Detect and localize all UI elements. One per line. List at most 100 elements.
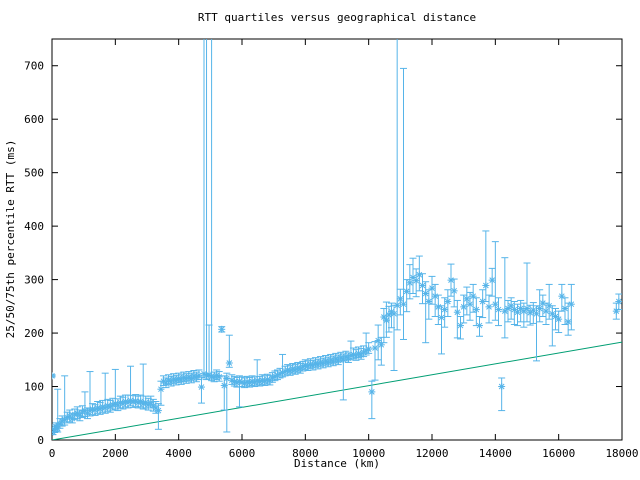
data-point	[434, 294, 442, 326]
data-point	[495, 297, 502, 327]
marker-asterisk	[508, 302, 515, 309]
marker-asterisk	[476, 322, 483, 329]
data-point	[460, 294, 468, 324]
marker-asterisk	[223, 375, 230, 382]
marker-asterisk	[249, 378, 255, 385]
y-tick-label: 100	[24, 381, 44, 394]
marker-asterisk	[117, 399, 124, 406]
marker-asterisk	[122, 398, 129, 405]
data-point	[238, 376, 246, 388]
marker-asterisk	[492, 301, 499, 308]
marker-asterisk	[147, 399, 154, 406]
marker-asterisk	[391, 310, 397, 317]
marker-asterisk	[355, 350, 362, 357]
marker-asterisk	[69, 415, 76, 422]
marker-asterisk	[153, 405, 159, 411]
marker-asterisk	[289, 366, 296, 372]
marker-asterisk	[104, 402, 111, 409]
marker-asterisk	[332, 355, 339, 362]
marker-asterisk	[165, 377, 172, 383]
marker-asterisk	[218, 326, 225, 333]
x-tick-label: 18000	[605, 447, 638, 460]
data-point	[187, 372, 195, 384]
data-point	[365, 342, 373, 354]
marker-asterisk	[82, 407, 88, 414]
x-tick-label: 4000	[165, 447, 192, 460]
data-point	[612, 302, 620, 320]
data-point	[409, 257, 417, 295]
x-tick-label: 6000	[229, 447, 256, 460]
marker-asterisk	[236, 378, 243, 385]
plot-axes: 0 2000 4000 6000 8000 10000 12000 14000 16000 180…	[24, 38, 639, 460]
marker-asterisk	[482, 282, 489, 289]
marker-asterisk	[394, 302, 401, 309]
data-point	[476, 315, 483, 337]
marker-asterisk	[239, 379, 245, 386]
y-tick-label: 200	[24, 327, 44, 340]
marker-asterisk	[549, 310, 556, 317]
plot-data-area	[52, 39, 622, 440]
data-point	[615, 293, 622, 311]
x-tick-label: 10000	[352, 447, 385, 460]
marker-asterisk	[486, 304, 492, 310]
marker-asterisk	[383, 317, 390, 324]
data-point	[444, 289, 452, 317]
data-point	[457, 315, 464, 340]
marker-asterisk	[422, 290, 429, 297]
data-point	[472, 297, 480, 327]
marker-asterisk	[511, 306, 518, 313]
marker-asterisk	[155, 407, 162, 414]
marker-asterisk	[416, 271, 423, 278]
x-tick-label: 8000	[292, 447, 319, 460]
data-point	[218, 325, 226, 333]
marker-asterisk	[451, 287, 458, 294]
marker-asterisk	[565, 318, 572, 325]
data-point	[533, 305, 540, 362]
data-point	[215, 371, 223, 382]
data-point	[542, 302, 550, 326]
marker-asterisk	[457, 322, 464, 329]
marker-asterisk	[448, 277, 454, 283]
data-point	[561, 297, 569, 326]
data-point	[396, 288, 404, 316]
y-tick-label: 600	[24, 113, 44, 126]
y-tick-label: 500	[24, 167, 44, 180]
marker-asterisk	[216, 374, 223, 380]
x-tick-label: 12000	[415, 447, 448, 460]
data-point	[488, 267, 496, 297]
plot-border	[51, 38, 623, 441]
marker-asterisk	[52, 375, 55, 379]
marker-asterisk	[208, 373, 215, 380]
data-point	[263, 373, 271, 385]
data-point	[431, 283, 439, 317]
data-point	[225, 334, 233, 368]
marker-asterisk	[552, 313, 559, 320]
marker-asterisk	[489, 277, 496, 283]
marker-asterisk	[444, 298, 451, 305]
data-point	[400, 67, 407, 340]
marker-asterisk	[322, 358, 329, 364]
data-point	[539, 294, 547, 317]
marker-asterisk	[350, 351, 357, 358]
marker-asterisk	[307, 361, 314, 367]
marker-asterisk	[175, 375, 182, 382]
data-point	[412, 268, 420, 298]
data-point	[403, 279, 411, 313]
marker-asterisk	[372, 345, 378, 351]
marker-asterisk	[294, 364, 301, 371]
marker-asterisk	[454, 309, 461, 316]
data-point	[501, 257, 509, 339]
marker-asterisk	[337, 354, 344, 361]
data-point	[453, 299, 461, 339]
y-tick-label: 300	[24, 274, 44, 287]
marker-asterisk	[615, 298, 622, 305]
marker-asterisk	[259, 377, 266, 383]
y-tick-label: 0	[37, 434, 44, 447]
marker-asterisk	[365, 346, 372, 352]
data-point	[332, 352, 340, 364]
marker-asterisk	[397, 295, 404, 302]
marker-asterisk	[524, 305, 530, 312]
data-point	[498, 377, 506, 412]
